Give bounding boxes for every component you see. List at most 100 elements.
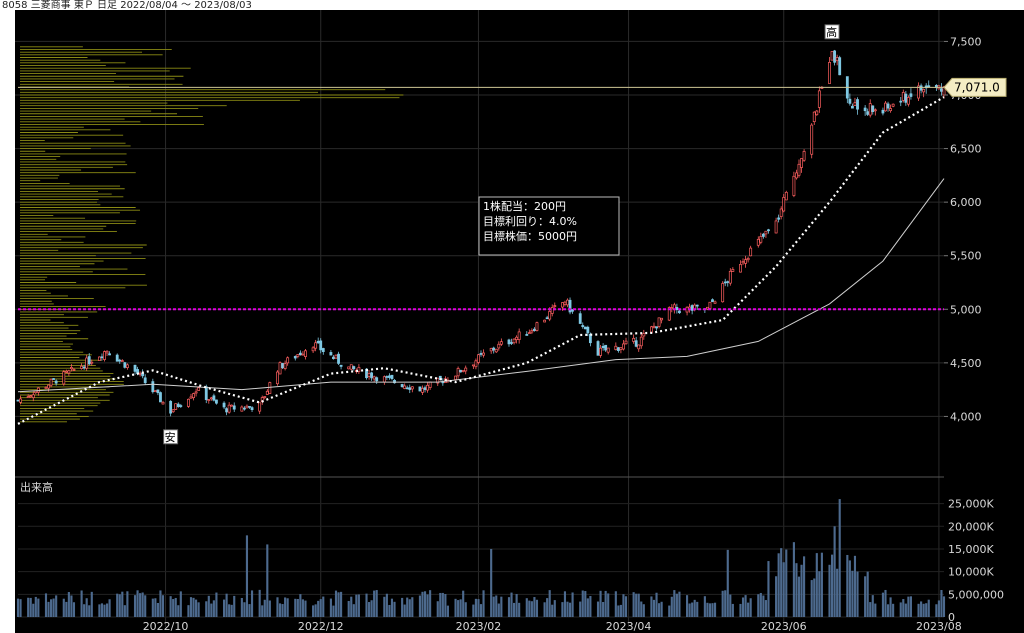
volume-bar <box>136 590 139 617</box>
candle-body <box>634 340 638 347</box>
candle-body <box>426 384 429 391</box>
candle-body <box>301 353 305 356</box>
volume-bar <box>189 597 193 617</box>
candle-body <box>721 283 725 303</box>
candle-body <box>410 386 414 390</box>
volume-bar <box>192 597 195 617</box>
candle-body <box>232 405 236 410</box>
candle-body <box>314 342 318 349</box>
candle-body <box>87 356 91 365</box>
candle-body <box>800 158 803 168</box>
price-tick-label: 6,500 <box>950 143 982 156</box>
candle-body <box>866 111 870 115</box>
volume-bar <box>846 554 849 617</box>
candle-body <box>245 405 249 409</box>
candle-body <box>334 354 338 359</box>
candle-body <box>242 407 246 410</box>
candle-body <box>372 376 376 380</box>
candle-body <box>619 347 623 351</box>
volume-bar <box>851 570 854 617</box>
candle-body <box>276 371 279 385</box>
volume-bar <box>19 599 22 617</box>
volume-bar <box>408 599 411 617</box>
candle-body <box>749 247 753 257</box>
candle-body <box>871 105 875 113</box>
candle-body <box>889 108 892 112</box>
candle-body <box>927 85 931 88</box>
candle-body <box>115 354 119 362</box>
candle-body <box>47 384 50 389</box>
volume-bar <box>831 554 834 617</box>
candle-body <box>321 348 325 352</box>
candle-body <box>746 257 750 261</box>
volume-bar <box>711 603 714 617</box>
candle-body <box>606 347 610 353</box>
candle-body <box>382 376 386 383</box>
candle-body <box>62 371 66 385</box>
volume-bar <box>708 603 712 617</box>
candle-body <box>240 406 244 412</box>
volume-bar <box>474 598 477 617</box>
volume-bar <box>551 604 554 617</box>
volume-bar <box>515 594 518 617</box>
volume-bar <box>782 562 785 617</box>
volume-bar <box>459 599 462 617</box>
volume-bar <box>357 594 360 617</box>
volume-bar <box>650 596 653 617</box>
candle-body <box>881 109 885 114</box>
volume-bar <box>284 597 287 617</box>
date-range: 2022/08/04 ～ 2023/08/03 <box>120 0 252 11</box>
volume-bar <box>266 544 269 617</box>
candle-body <box>31 394 35 399</box>
candle-body <box>492 347 496 351</box>
high-marker-label: 高 <box>826 25 837 39</box>
candle-body <box>337 353 340 364</box>
candle-body <box>848 98 852 104</box>
ma-long-line <box>17 178 945 393</box>
volume-bar <box>922 603 925 617</box>
volume-bar <box>340 591 343 617</box>
volume-bar <box>803 556 806 617</box>
candle-body <box>296 354 300 357</box>
volume-bar <box>317 600 320 617</box>
ma-short-line <box>17 96 945 425</box>
candle-body <box>678 310 681 314</box>
volume-bar <box>228 604 231 617</box>
volume-bar <box>724 590 727 617</box>
volume-bar <box>495 595 498 617</box>
volume-bar <box>507 597 511 617</box>
candle-body <box>390 374 394 380</box>
candle-body <box>525 334 529 336</box>
candle-body <box>650 326 653 333</box>
volume-bar <box>27 597 30 617</box>
candle-body <box>922 89 926 93</box>
date-tick-label: 2023/02 <box>456 620 502 633</box>
volume-bar <box>72 602 76 617</box>
volume-bar <box>757 594 760 617</box>
volume-bar <box>813 578 816 617</box>
volume-bar <box>731 603 734 617</box>
volume-bar <box>848 560 851 617</box>
volume-bar <box>195 599 198 617</box>
candle-body <box>393 379 396 384</box>
volume-bar <box>423 591 427 617</box>
volume-bar <box>243 602 246 617</box>
volume-bar <box>693 599 696 617</box>
volume-bar <box>815 553 818 617</box>
volume-bar <box>32 603 35 617</box>
volume-bar <box>464 602 467 617</box>
candle-body <box>174 403 178 410</box>
volume-bar <box>548 590 551 617</box>
volume-bar <box>518 602 521 617</box>
volume-bar <box>55 595 58 617</box>
candle-body <box>815 110 819 116</box>
volume-bar <box>909 596 912 617</box>
candle-body <box>304 350 307 357</box>
volume-bar <box>535 599 539 617</box>
volume-bar <box>436 601 439 617</box>
candle-body <box>283 363 287 369</box>
volume-bars <box>16 499 946 617</box>
candle-body <box>44 387 48 389</box>
candle-body <box>817 90 821 108</box>
candle-body <box>311 347 315 352</box>
